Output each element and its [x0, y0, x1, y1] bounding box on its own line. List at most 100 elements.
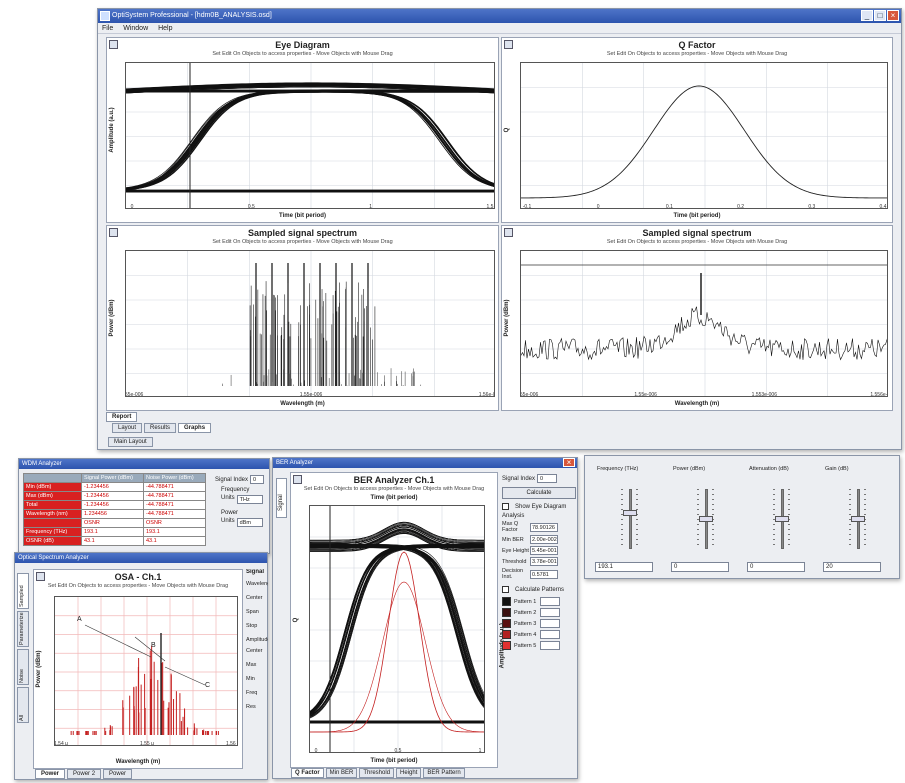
ber-result-value: 2.00e-002	[530, 535, 558, 544]
ber-tab[interactable]: Q Factor	[291, 768, 324, 778]
tab-report[interactable]: Report	[106, 412, 138, 422]
tab-results[interactable]: Results	[144, 423, 177, 433]
pattern-value-field[interactable]	[540, 597, 560, 606]
annotation-line	[84, 624, 152, 658]
wdm-freq-unit-select[interactable]: THz	[236, 495, 263, 504]
pattern-color-swatch[interactable]	[502, 608, 511, 617]
table-row[interactable]: Min (dBm) -1.234456 -44.788471	[23, 482, 206, 492]
ber-eye-trace	[310, 522, 484, 541]
tick-label: 0	[315, 748, 318, 753]
wdm-title-bar[interactable]: WDM Analyzer	[19, 459, 269, 469]
osa-side-tab[interactable]: All	[17, 687, 29, 723]
parameter-slider-knob[interactable]	[851, 516, 865, 522]
main-title-bar[interactable]: OptiSystem Professional - [hdm0B_ANALYSI…	[98, 9, 901, 23]
osa-title-bar[interactable]: Optical Spectrum Analyzer	[15, 553, 267, 563]
calc-patterns-checkbox[interactable]	[502, 586, 509, 593]
osa-hint: Set Edit On Objects to access properties…	[47, 583, 229, 589]
osa-tab[interactable]: Power	[103, 769, 133, 779]
ber-tab[interactable]: Height	[396, 768, 422, 778]
close-icon[interactable]: ×	[563, 458, 575, 467]
pattern-color-swatch[interactable]	[502, 597, 511, 606]
spectrum-plot-1[interactable]: 1.55e-006 1.55e-006 1.56e-006	[125, 250, 495, 397]
spec2-ylabel: Power (dBm)	[504, 299, 510, 337]
eye-diagram-plot[interactable]: 0 0.5 1 1.5	[125, 62, 495, 209]
tab-main-layout[interactable]: Main Layout	[108, 437, 153, 447]
table-row[interactable]: Total -1.234456 -44.788471	[23, 500, 206, 510]
ber-pattern-row[interactable]: Pattern 4	[502, 630, 576, 639]
tick-label: 0.2	[737, 204, 744, 209]
slider-ticks	[697, 489, 699, 549]
ber-side-tab[interactable]: Signal	[276, 478, 287, 518]
panel-icon[interactable]	[36, 572, 45, 581]
ber-tab[interactable]: Threshold	[359, 768, 395, 778]
osa-side-tab[interactable]: Noise	[17, 649, 29, 685]
pattern-value-field[interactable]	[540, 619, 560, 628]
panel-icon[interactable]	[504, 40, 513, 49]
ber-eye-trace	[310, 532, 484, 551]
ber-title-bar[interactable]: BER Analyzer ×	[273, 458, 577, 468]
parameter-value-input[interactable]: 20	[823, 562, 881, 572]
ber-pattern-row[interactable]: Pattern 2	[502, 608, 576, 617]
osa-spectrum-plot[interactable]: A B C 1.54 μ 1.55 μ 1.56 μ	[54, 596, 238, 746]
minimize-icon[interactable]: _	[861, 10, 873, 21]
parameter-slider-knob[interactable]	[699, 516, 713, 522]
wdm-units-label: Units	[221, 495, 235, 501]
ber-eye-plot[interactable]: 0 0.5 1	[309, 505, 485, 753]
osa-tab[interactable]: Power	[35, 769, 66, 779]
parameter-value-input[interactable]: 0	[671, 562, 729, 572]
ber-pattern-row[interactable]: Pattern 5	[502, 641, 576, 650]
parameter-slider-track[interactable]	[629, 489, 632, 549]
pattern-value-field[interactable]	[540, 608, 560, 617]
panel-icon[interactable]	[109, 228, 118, 237]
panel-icon[interactable]	[293, 475, 302, 484]
table-row[interactable]: OSNR OSNR	[23, 518, 206, 528]
tab-layout[interactable]: Layout	[112, 423, 143, 433]
menu-file[interactable]: File	[102, 25, 114, 32]
ber-pattern-row[interactable]: Pattern 1	[502, 597, 576, 606]
wdm-signal-index-input[interactable]: 0	[250, 475, 265, 484]
osa-side-tab[interactable]: Parameterized	[17, 611, 29, 647]
pattern-color-swatch[interactable]	[502, 641, 511, 650]
calc-patterns-label: Calculate Patterns	[515, 586, 565, 593]
parameter-value-input[interactable]: 0	[747, 562, 805, 572]
parameter-slider-knob[interactable]	[775, 516, 789, 522]
ber-eye-trace	[310, 533, 484, 552]
panel-icon[interactable]	[504, 228, 513, 237]
parameter-label: Frequency (THz)	[597, 466, 639, 472]
q-factor-plot[interactable]: -0.1 0 0.1 0.2 0.3 0.4	[520, 62, 888, 209]
ber-side-tab-label: Signal	[278, 494, 284, 511]
spectrum-plot-2[interactable]: 1.55e-006 1.55e-006 1.553e-006 1.556e-006	[520, 250, 888, 397]
osa-tab[interactable]: Power 2	[67, 769, 102, 779]
maximize-icon[interactable]: □	[874, 10, 886, 21]
eye-trace	[126, 91, 494, 190]
parameter-slider-knob[interactable]	[623, 510, 637, 516]
pattern-color-swatch[interactable]	[502, 630, 511, 639]
ber-signal-index-input[interactable]: 0	[537, 474, 558, 483]
menu-window[interactable]: Window	[123, 25, 149, 32]
menu-help[interactable]: Help	[158, 25, 173, 32]
pattern-value-field[interactable]	[540, 641, 560, 650]
table-row[interactable]: Wavelength (nm) 1.234456 -44.788471	[23, 509, 206, 519]
table-row[interactable]: Frequency (THz) 193.1 193.1	[23, 527, 206, 537]
parameter-value-input[interactable]: 193.1	[595, 562, 653, 572]
wdm-power-unit-select[interactable]: dBm	[236, 518, 263, 527]
ber-tab[interactable]: Min BER	[325, 768, 358, 778]
table-row[interactable]: Max (dBm) -1.234456 -44.788471	[23, 491, 206, 501]
ber-results-label: Analysis	[502, 513, 525, 519]
ber-pattern-row[interactable]: Pattern 3	[502, 619, 576, 628]
osa-side-tab[interactable]: Sampled	[17, 573, 29, 609]
pattern-color-swatch[interactable]	[502, 619, 511, 628]
pattern-value-field[interactable]	[540, 630, 560, 639]
table-cell: Max (dBm)	[23, 491, 82, 501]
ber-tab[interactable]: BER Pattern	[423, 768, 465, 778]
table-row[interactable]: OSNR (dB) 43.1 43.1	[23, 536, 206, 546]
show-eye-checkbox[interactable]	[502, 503, 509, 510]
parameter-label: Attenuation (dB)	[749, 466, 789, 472]
table-cell: 193.1	[143, 527, 206, 537]
tab-graphs[interactable]: Graphs	[178, 423, 212, 433]
spec1-ylabel: Power (dBm)	[109, 299, 115, 337]
calculate-button[interactable]: Calculate	[502, 487, 576, 499]
close-icon[interactable]: ×	[887, 10, 899, 21]
panel-icon[interactable]	[109, 40, 118, 49]
wdm-frequency-label: Frequency	[221, 487, 250, 493]
